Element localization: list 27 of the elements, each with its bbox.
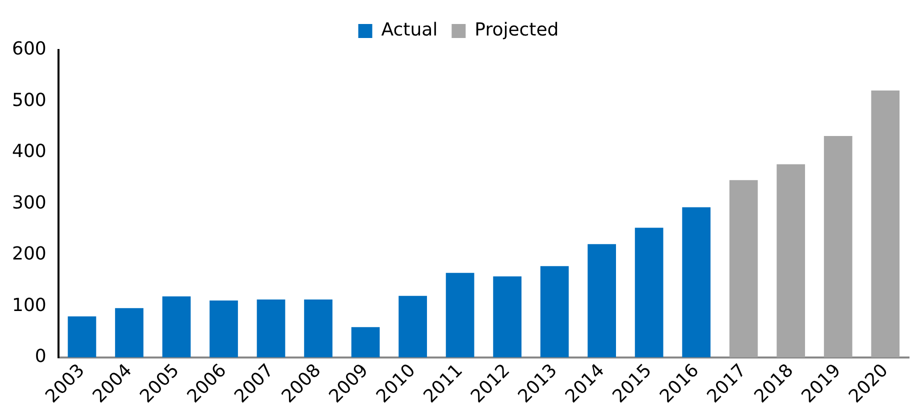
bar	[871, 90, 900, 358]
bar	[493, 276, 522, 358]
bar	[824, 136, 852, 358]
y-tick-label: 600	[12, 38, 46, 60]
bar	[540, 266, 569, 358]
y-tick-label: 300	[12, 192, 46, 214]
legend-label: Projected	[474, 20, 559, 41]
y-tick-label: 200	[12, 244, 46, 265]
y-tick-label: 100	[12, 294, 46, 316]
y-tick-label: 0	[34, 346, 46, 368]
bar	[446, 272, 474, 358]
bar	[776, 164, 806, 358]
bar	[68, 316, 96, 358]
bar	[682, 207, 711, 358]
bar	[256, 299, 286, 358]
legend-label: Actual	[381, 20, 438, 41]
bar	[729, 180, 758, 358]
bar	[210, 300, 238, 358]
bar	[588, 244, 616, 358]
bar	[351, 327, 380, 358]
bar	[115, 308, 144, 358]
y-tick-label: 400	[12, 141, 46, 162]
bar	[304, 299, 332, 358]
y-tick-label: 500	[12, 90, 46, 111]
bar	[162, 296, 191, 358]
bar	[398, 296, 427, 358]
bar	[634, 228, 664, 358]
